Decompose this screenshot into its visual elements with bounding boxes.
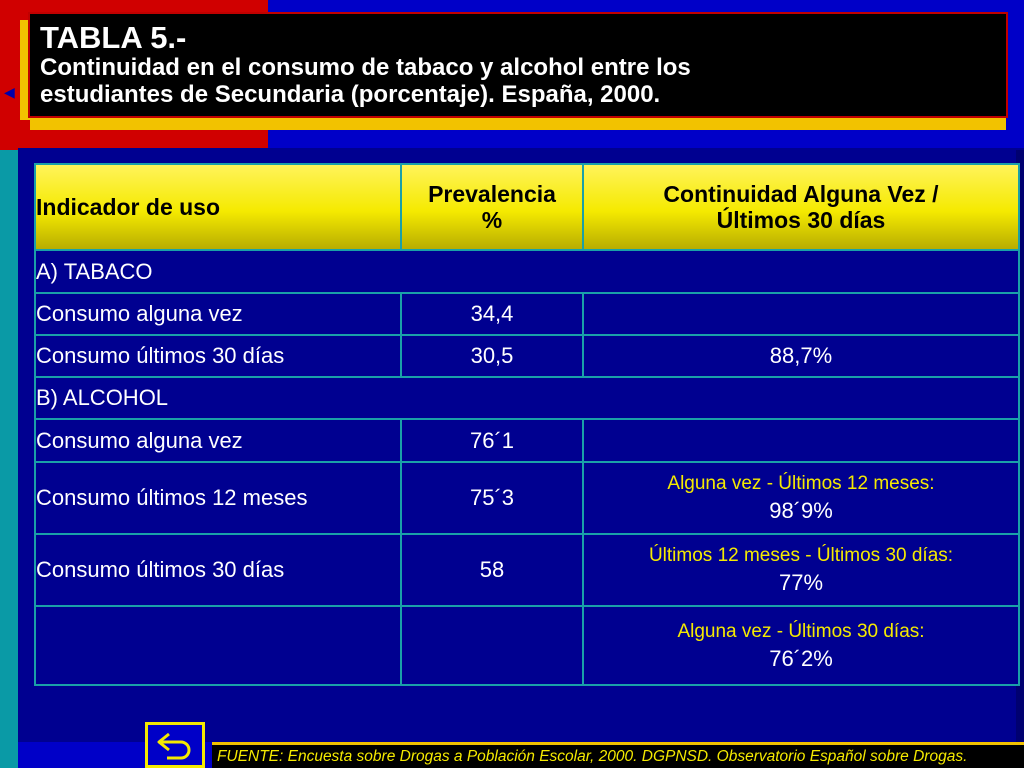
continuity-label: Alguna vez - Últimos 12 meses: [667,472,935,494]
header-prevalence: Prevalencia % [400,162,584,252]
return-arrow-icon [157,732,191,760]
table-row: Consumo últimos 12 meses 75´3 Alguna vez… [34,460,1020,536]
row-prevalence: 58 [400,533,584,608]
table-row: Consumo alguna vez 34,4 [34,291,1020,336]
row-label: Consumo últimos 30 días [34,333,402,379]
table-row: Consumo alguna vez 76´1 [34,418,1020,463]
row-label [34,605,402,686]
table-header-row: Indicador de uso Prevalencia % Continuid… [34,162,1020,252]
section-row-alcohol: B) ALCOHOL [34,376,1020,421]
row-continuity [582,418,1020,463]
row-prevalence: 34,4 [400,291,584,336]
table-row: Consumo últimos 30 días 58 Últimos 12 me… [34,533,1020,608]
title-box: TABLA 5.- Continuidad en el consumo de t… [28,12,1008,118]
section-label: B) ALCOHOL [34,376,1020,421]
left-triangle-icon[interactable]: ◀ [4,84,15,100]
section-row-tabaco: A) TABACO [34,249,1020,294]
slide-subtitle: Continuidad en el consumo de tabaco y al… [40,54,691,108]
row-continuity: 88,7% [582,333,1020,379]
row-prevalence [400,605,584,686]
return-button[interactable] [145,722,205,768]
row-label: Consumo últimos 12 meses [34,460,402,536]
continuity-value: 76´2% [769,645,833,671]
slide-title: TABLA 5.- [40,20,187,55]
footer-accent-line [212,742,1024,745]
data-table: Indicador de uso Prevalencia % Continuid… [34,162,1020,686]
source-footnote: FUENTE: Encuesta sobre Drogas a Població… [217,748,968,765]
header-continuity: Continuidad Alguna Vez / Últimos 30 días [582,162,1020,252]
row-label: Consumo alguna vez [34,291,402,336]
row-continuity: Últimos 12 meses - Últimos 30 días: 77% [582,533,1020,608]
continuity-label: Alguna vez - Últimos 30 días: [677,620,925,642]
row-continuity: Alguna vez - Últimos 30 días: 76´2% [582,605,1020,686]
section-label: A) TABACO [34,249,1020,294]
continuity-value: 98´9% [769,497,833,523]
row-continuity [582,291,1020,336]
table-row: Alguna vez - Últimos 30 días: 76´2% [34,605,1020,686]
table-row: Consumo últimos 30 días 30,5 88,7% [34,333,1020,379]
cyan-side-strip [0,150,18,768]
row-prevalence: 75´3 [400,460,584,536]
row-label: Consumo alguna vez [34,418,402,463]
header-indicator: Indicador de uso [34,162,402,252]
footer-bar [212,742,1024,768]
row-prevalence: 30,5 [400,333,584,379]
panel-shadow [1016,150,1024,744]
row-prevalence: 76´1 [400,418,584,463]
continuity-label: Últimos 12 meses - Últimos 30 días: [648,545,954,567]
row-label: Consumo últimos 30 días [34,533,402,608]
yellow-accent-strip [20,20,30,120]
row-continuity: Alguna vez - Últimos 12 meses: 98´9% [582,460,1020,536]
continuity-value: 77% [778,570,824,596]
